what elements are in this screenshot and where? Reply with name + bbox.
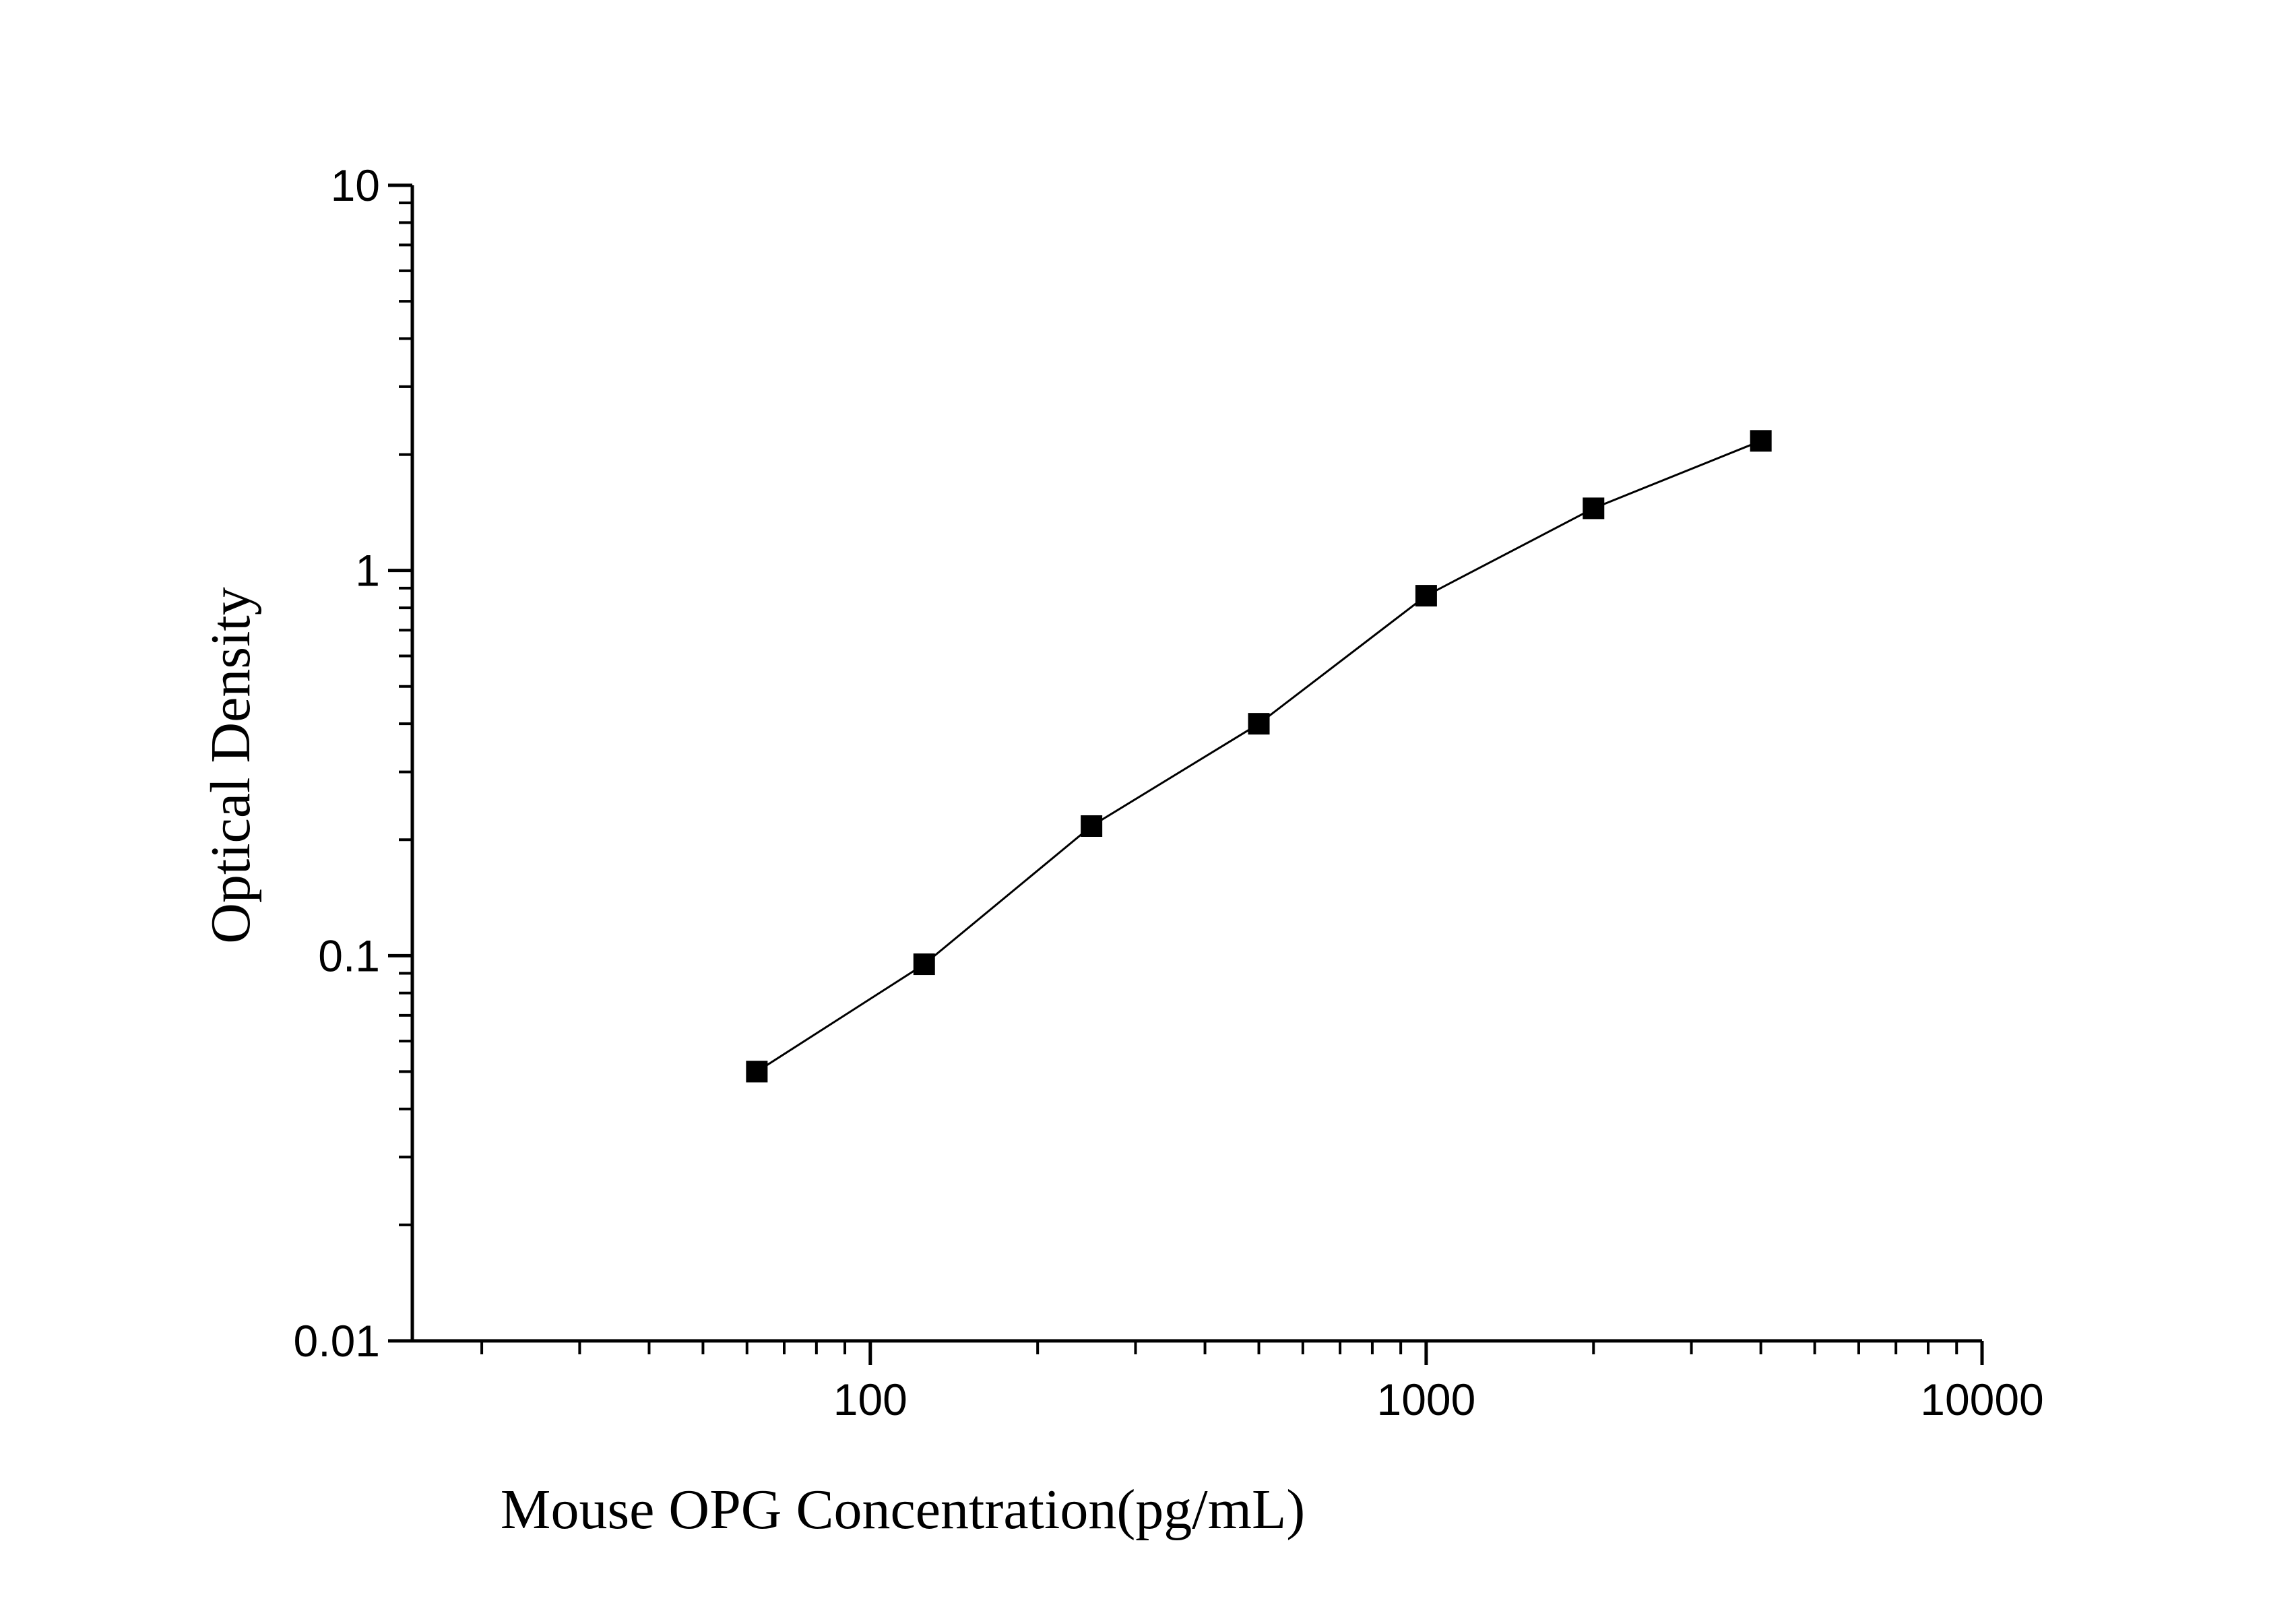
data-point bbox=[913, 953, 935, 976]
axes bbox=[410, 185, 1982, 1343]
series bbox=[746, 430, 1772, 1083]
y-tick-label: 0.01 bbox=[294, 1316, 380, 1366]
data-point bbox=[1750, 430, 1772, 452]
x-tick-label: 1000 bbox=[1376, 1375, 1475, 1424]
data-point bbox=[746, 1061, 768, 1083]
y-tick-label: 1 bbox=[355, 546, 380, 596]
x-tick-label: 100 bbox=[833, 1375, 907, 1424]
data-point bbox=[1583, 497, 1605, 519]
ticks: 100 1000 10000 0.01 0.1 1 10 bbox=[294, 160, 2044, 1424]
series-line bbox=[756, 439, 1762, 1073]
data-point bbox=[1081, 815, 1103, 837]
y-axis-title: Optical Density bbox=[199, 587, 262, 944]
x-tick-label: 10000 bbox=[1920, 1375, 2044, 1424]
y-tick-label: 10 bbox=[331, 160, 380, 210]
data-point bbox=[1248, 713, 1270, 735]
data-point bbox=[1415, 585, 1437, 607]
x-axis-title: Mouse OPG Concentration(pg/mL) bbox=[501, 1478, 1306, 1541]
y-tick-label: 0.1 bbox=[318, 931, 380, 980]
